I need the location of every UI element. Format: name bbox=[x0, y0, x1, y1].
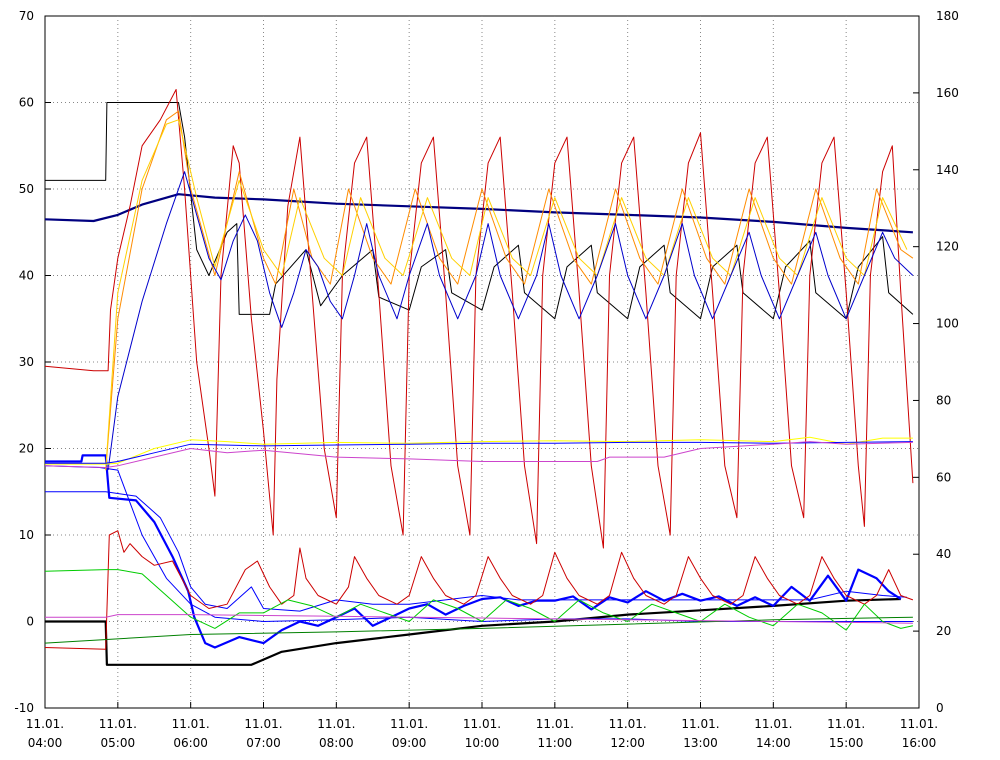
y2-tick-label: 160 bbox=[936, 86, 959, 100]
y2-tick-label: 180 bbox=[936, 9, 959, 23]
series-line-4 bbox=[45, 454, 902, 649]
series-line-15 bbox=[45, 436, 913, 465]
x-tick-label-time: 07:00 bbox=[246, 736, 281, 750]
x-tick-label-date: 11.01. bbox=[681, 717, 719, 731]
series-group bbox=[44, 89, 914, 666]
series-line-14 bbox=[45, 614, 913, 624]
x-tick-label-date: 11.01. bbox=[317, 717, 355, 731]
x-tick-label-date: 11.01. bbox=[609, 717, 647, 731]
y-tick-label: 60 bbox=[19, 96, 34, 110]
y2-tick-label: 80 bbox=[936, 393, 951, 407]
y2-tick-label: 0 bbox=[936, 701, 944, 715]
x-tick-label-time: 04:00 bbox=[28, 736, 63, 750]
series-line-5 bbox=[45, 491, 907, 612]
x-tick-label-time: 12:00 bbox=[610, 736, 645, 750]
x-tick-label-time: 16:00 bbox=[902, 736, 937, 750]
series-line-9 bbox=[105, 119, 908, 471]
x-tick-label-date: 11.01. bbox=[900, 717, 938, 731]
x-tick-label-time: 10:00 bbox=[465, 736, 500, 750]
y2-tick-label: 20 bbox=[936, 624, 951, 638]
y-tick-label: 10 bbox=[19, 528, 34, 542]
series-line-16 bbox=[45, 441, 913, 464]
series-line-2 bbox=[45, 597, 901, 666]
series-line-3 bbox=[44, 193, 913, 234]
y-axis-right: 0 20 40 60 80 100 120 140 160 180 bbox=[913, 9, 959, 715]
y-tick-label: 0 bbox=[26, 615, 34, 629]
x-tick-label-date: 11.01. bbox=[827, 717, 865, 731]
x-tick-label-time: 11:00 bbox=[538, 736, 573, 750]
x-tick-label-time: 08:00 bbox=[319, 736, 354, 750]
x-axis: 11.01. 04:00 11.01. 05:00 11.01. 06:00 11.01. 0… bbox=[26, 702, 938, 750]
y-tick-label: 50 bbox=[19, 182, 34, 196]
y-tick-label: 30 bbox=[19, 355, 34, 369]
y-tick-label: 70 bbox=[19, 9, 34, 23]
x-tick-label-date: 11.01. bbox=[244, 717, 282, 731]
x-tick-label-time: 13:00 bbox=[683, 736, 718, 750]
x-tick-label-time: 14:00 bbox=[756, 736, 791, 750]
x-tick-label-date: 11.01. bbox=[172, 717, 210, 731]
y2-tick-label: 60 bbox=[936, 470, 951, 484]
y2-tick-label: 140 bbox=[936, 163, 959, 177]
series-line-13 bbox=[44, 616, 913, 644]
x-tick-label-date: 11.01. bbox=[26, 717, 64, 731]
series-line-17 bbox=[44, 441, 913, 468]
x-tick-label-time: 06:00 bbox=[173, 736, 208, 750]
x-tick-label-time: 09:00 bbox=[392, 736, 427, 750]
series-line-7 bbox=[44, 89, 914, 549]
y2-tick-label: 120 bbox=[936, 240, 959, 254]
y2-tick-label: 40 bbox=[936, 547, 951, 561]
x-tick-label-date: 11.01. bbox=[390, 717, 428, 731]
y-tick-label: 40 bbox=[19, 269, 34, 283]
y-axis-left: -10 0 10 20 30 40 50 60 70 bbox=[14, 9, 51, 715]
y-tick-label: -10 bbox=[14, 701, 34, 715]
series-line-11 bbox=[44, 530, 914, 650]
x-tick-label-time: 05:00 bbox=[101, 736, 136, 750]
series-line-12 bbox=[44, 569, 914, 631]
series-line-10 bbox=[107, 171, 914, 471]
y2-tick-label: 100 bbox=[936, 317, 959, 331]
x-tick-label-date: 11.01. bbox=[463, 717, 501, 731]
grid bbox=[45, 16, 919, 708]
x-tick-label-time: 15:00 bbox=[829, 736, 864, 750]
y-tick-label: 20 bbox=[19, 442, 34, 456]
x-tick-label-date: 11.01. bbox=[99, 717, 137, 731]
x-tick-label-date: 11.01. bbox=[754, 717, 792, 731]
x-tick-label-date: 11.01. bbox=[536, 717, 574, 731]
